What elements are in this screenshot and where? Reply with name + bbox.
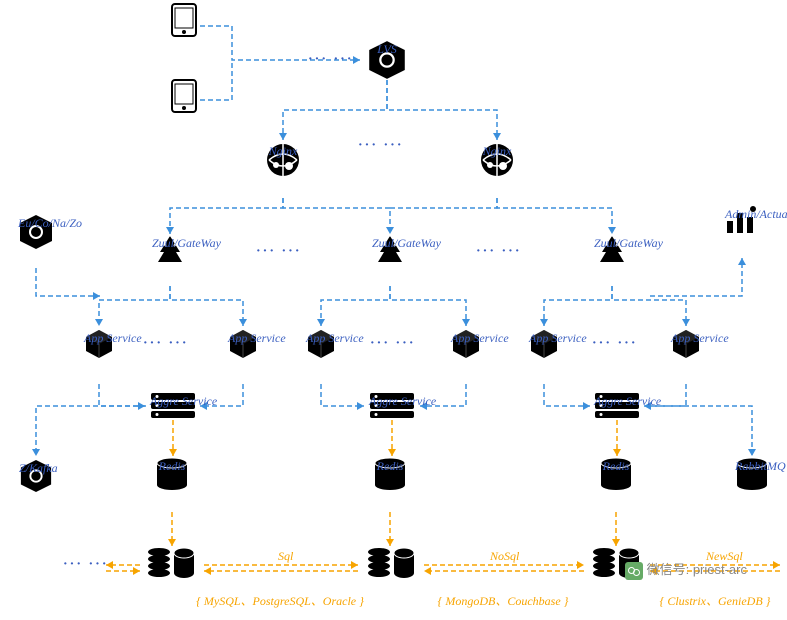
watermark-text: 微信号: priest-arc bbox=[647, 562, 747, 577]
node-redis1: Redis bbox=[155, 457, 189, 474]
node-zuul1: Zuul/GateWay bbox=[152, 234, 188, 251]
node-app1: App Service bbox=[84, 329, 114, 346]
node-dots8: ··· ··· bbox=[63, 557, 109, 573]
db-label-2: { Clustrix、GenieDB } bbox=[660, 592, 771, 609]
app3-label: App Service bbox=[306, 331, 336, 346]
zk-label: Z/Kafka bbox=[19, 461, 53, 476]
agg3-label: Aggre Service bbox=[594, 394, 640, 409]
dots-icon: ··· ··· bbox=[358, 138, 404, 153]
node-app6: App Service bbox=[671, 329, 701, 346]
watermark: 微信号: priest-arc bbox=[625, 559, 747, 580]
redis2-label: Redis bbox=[373, 459, 407, 474]
edge-lvs-nginx2 bbox=[387, 80, 497, 140]
edge-zuul2-app4 bbox=[390, 286, 466, 326]
node-nginx2: Nginx bbox=[479, 142, 515, 159]
edge-zuul1-app1 bbox=[99, 286, 170, 326]
node-eu: Eu/Co/Na/Zo bbox=[18, 214, 54, 231]
app6-label: App Service bbox=[671, 331, 701, 346]
node-dots1: ··· ··· bbox=[308, 52, 354, 68]
app1-label: App Service bbox=[84, 331, 114, 346]
node-agg2: Aggre Service bbox=[369, 392, 415, 409]
dots-icon: ··· ··· bbox=[63, 557, 109, 572]
nginx1-label: Nginx bbox=[265, 144, 301, 159]
edge-zuul2-app3 bbox=[321, 286, 390, 326]
edge-android-lvs bbox=[200, 60, 232, 100]
edge-eu-zuul1 bbox=[36, 268, 100, 296]
edge-zuul3-app6 bbox=[612, 286, 686, 326]
svg-text:NoSql: NoSql bbox=[489, 549, 520, 563]
db-label-0: { MySQL、PostgreSQL、Oracle } bbox=[196, 592, 364, 609]
node-app2: App Service bbox=[228, 329, 258, 346]
redis1-label: Redis bbox=[155, 459, 189, 474]
zuul1-label: Zuul/GateWay bbox=[152, 236, 188, 251]
edge-nginx2-zuul3 bbox=[497, 198, 612, 234]
node-dots5: ··· ··· bbox=[143, 336, 189, 352]
node-redis3: Redis bbox=[599, 457, 633, 474]
node-agg1: Aggre Service bbox=[150, 392, 196, 409]
node-app5: App Service bbox=[529, 329, 559, 346]
node-app3: App Service bbox=[306, 329, 336, 346]
rmq-label: RabbitMQ bbox=[735, 459, 769, 474]
admin-label: Admin/Actuator bbox=[725, 207, 759, 222]
eu-label: Eu/Co/Na/Zo bbox=[18, 216, 54, 231]
agg2-label: Aggre Service bbox=[369, 394, 415, 409]
edge-nginx1-zuul2 bbox=[283, 198, 390, 234]
node-agg3: Aggre Service bbox=[594, 392, 640, 409]
node-zk: Z/Kafka bbox=[19, 459, 53, 476]
edge-nginx2-zuul2 bbox=[390, 198, 497, 208]
dots-icon: ··· ··· bbox=[476, 244, 522, 259]
edge-agg3-rmq bbox=[644, 406, 752, 456]
node-zuul2: Zuul/GateWay bbox=[372, 234, 408, 251]
edge-zuul3-admin bbox=[650, 258, 742, 296]
edge-lvs-nginx1 bbox=[283, 80, 387, 140]
node-redis2: Redis bbox=[373, 457, 407, 474]
dots-icon: ··· ··· bbox=[308, 52, 354, 67]
node-zuul3: Zuul/GateWay bbox=[594, 234, 630, 251]
svg-text:Sql: Sql bbox=[278, 549, 294, 563]
node-dots7: ··· ··· bbox=[592, 336, 638, 352]
app2-label: App Service bbox=[228, 331, 258, 346]
app5-label: App Service bbox=[529, 331, 559, 346]
node-nginx1: Nginx bbox=[265, 142, 301, 159]
edge-nginx1-zuul1 bbox=[170, 198, 283, 234]
zuul3-label: Zuul/GateWay bbox=[594, 236, 630, 251]
dots-icon: ··· ··· bbox=[370, 336, 416, 351]
db-label-1: { MongoDB、Couchbase } bbox=[438, 592, 569, 609]
node-dots4: ··· ··· bbox=[476, 244, 522, 260]
dots-icon: ··· ··· bbox=[592, 336, 638, 351]
node-admin: Admin/Actuator bbox=[725, 205, 759, 222]
node-lvs: LVS bbox=[367, 40, 407, 57]
redis3-label: Redis bbox=[599, 459, 633, 474]
node-dots6: ··· ··· bbox=[370, 336, 416, 352]
dots-icon: ··· ··· bbox=[143, 336, 189, 351]
agg1-label: Aggre Service bbox=[150, 394, 196, 409]
node-rmq: RabbitMQ bbox=[735, 457, 769, 474]
edge-zuul3-app5 bbox=[544, 286, 612, 326]
nginx2-label: Nginx bbox=[479, 144, 515, 159]
zuul2-label: Zuul/GateWay bbox=[372, 236, 408, 251]
dots-icon: ··· ··· bbox=[256, 244, 302, 259]
app4-label: App Service bbox=[451, 331, 481, 346]
node-dots3: ··· ··· bbox=[256, 244, 302, 260]
edge-zuul1-app2 bbox=[170, 286, 243, 326]
node-dots2: ··· ··· bbox=[358, 138, 404, 154]
lvs-label: LVS bbox=[367, 42, 407, 57]
node-app4: App Service bbox=[451, 329, 481, 346]
edge-agg1-zk bbox=[36, 406, 146, 456]
